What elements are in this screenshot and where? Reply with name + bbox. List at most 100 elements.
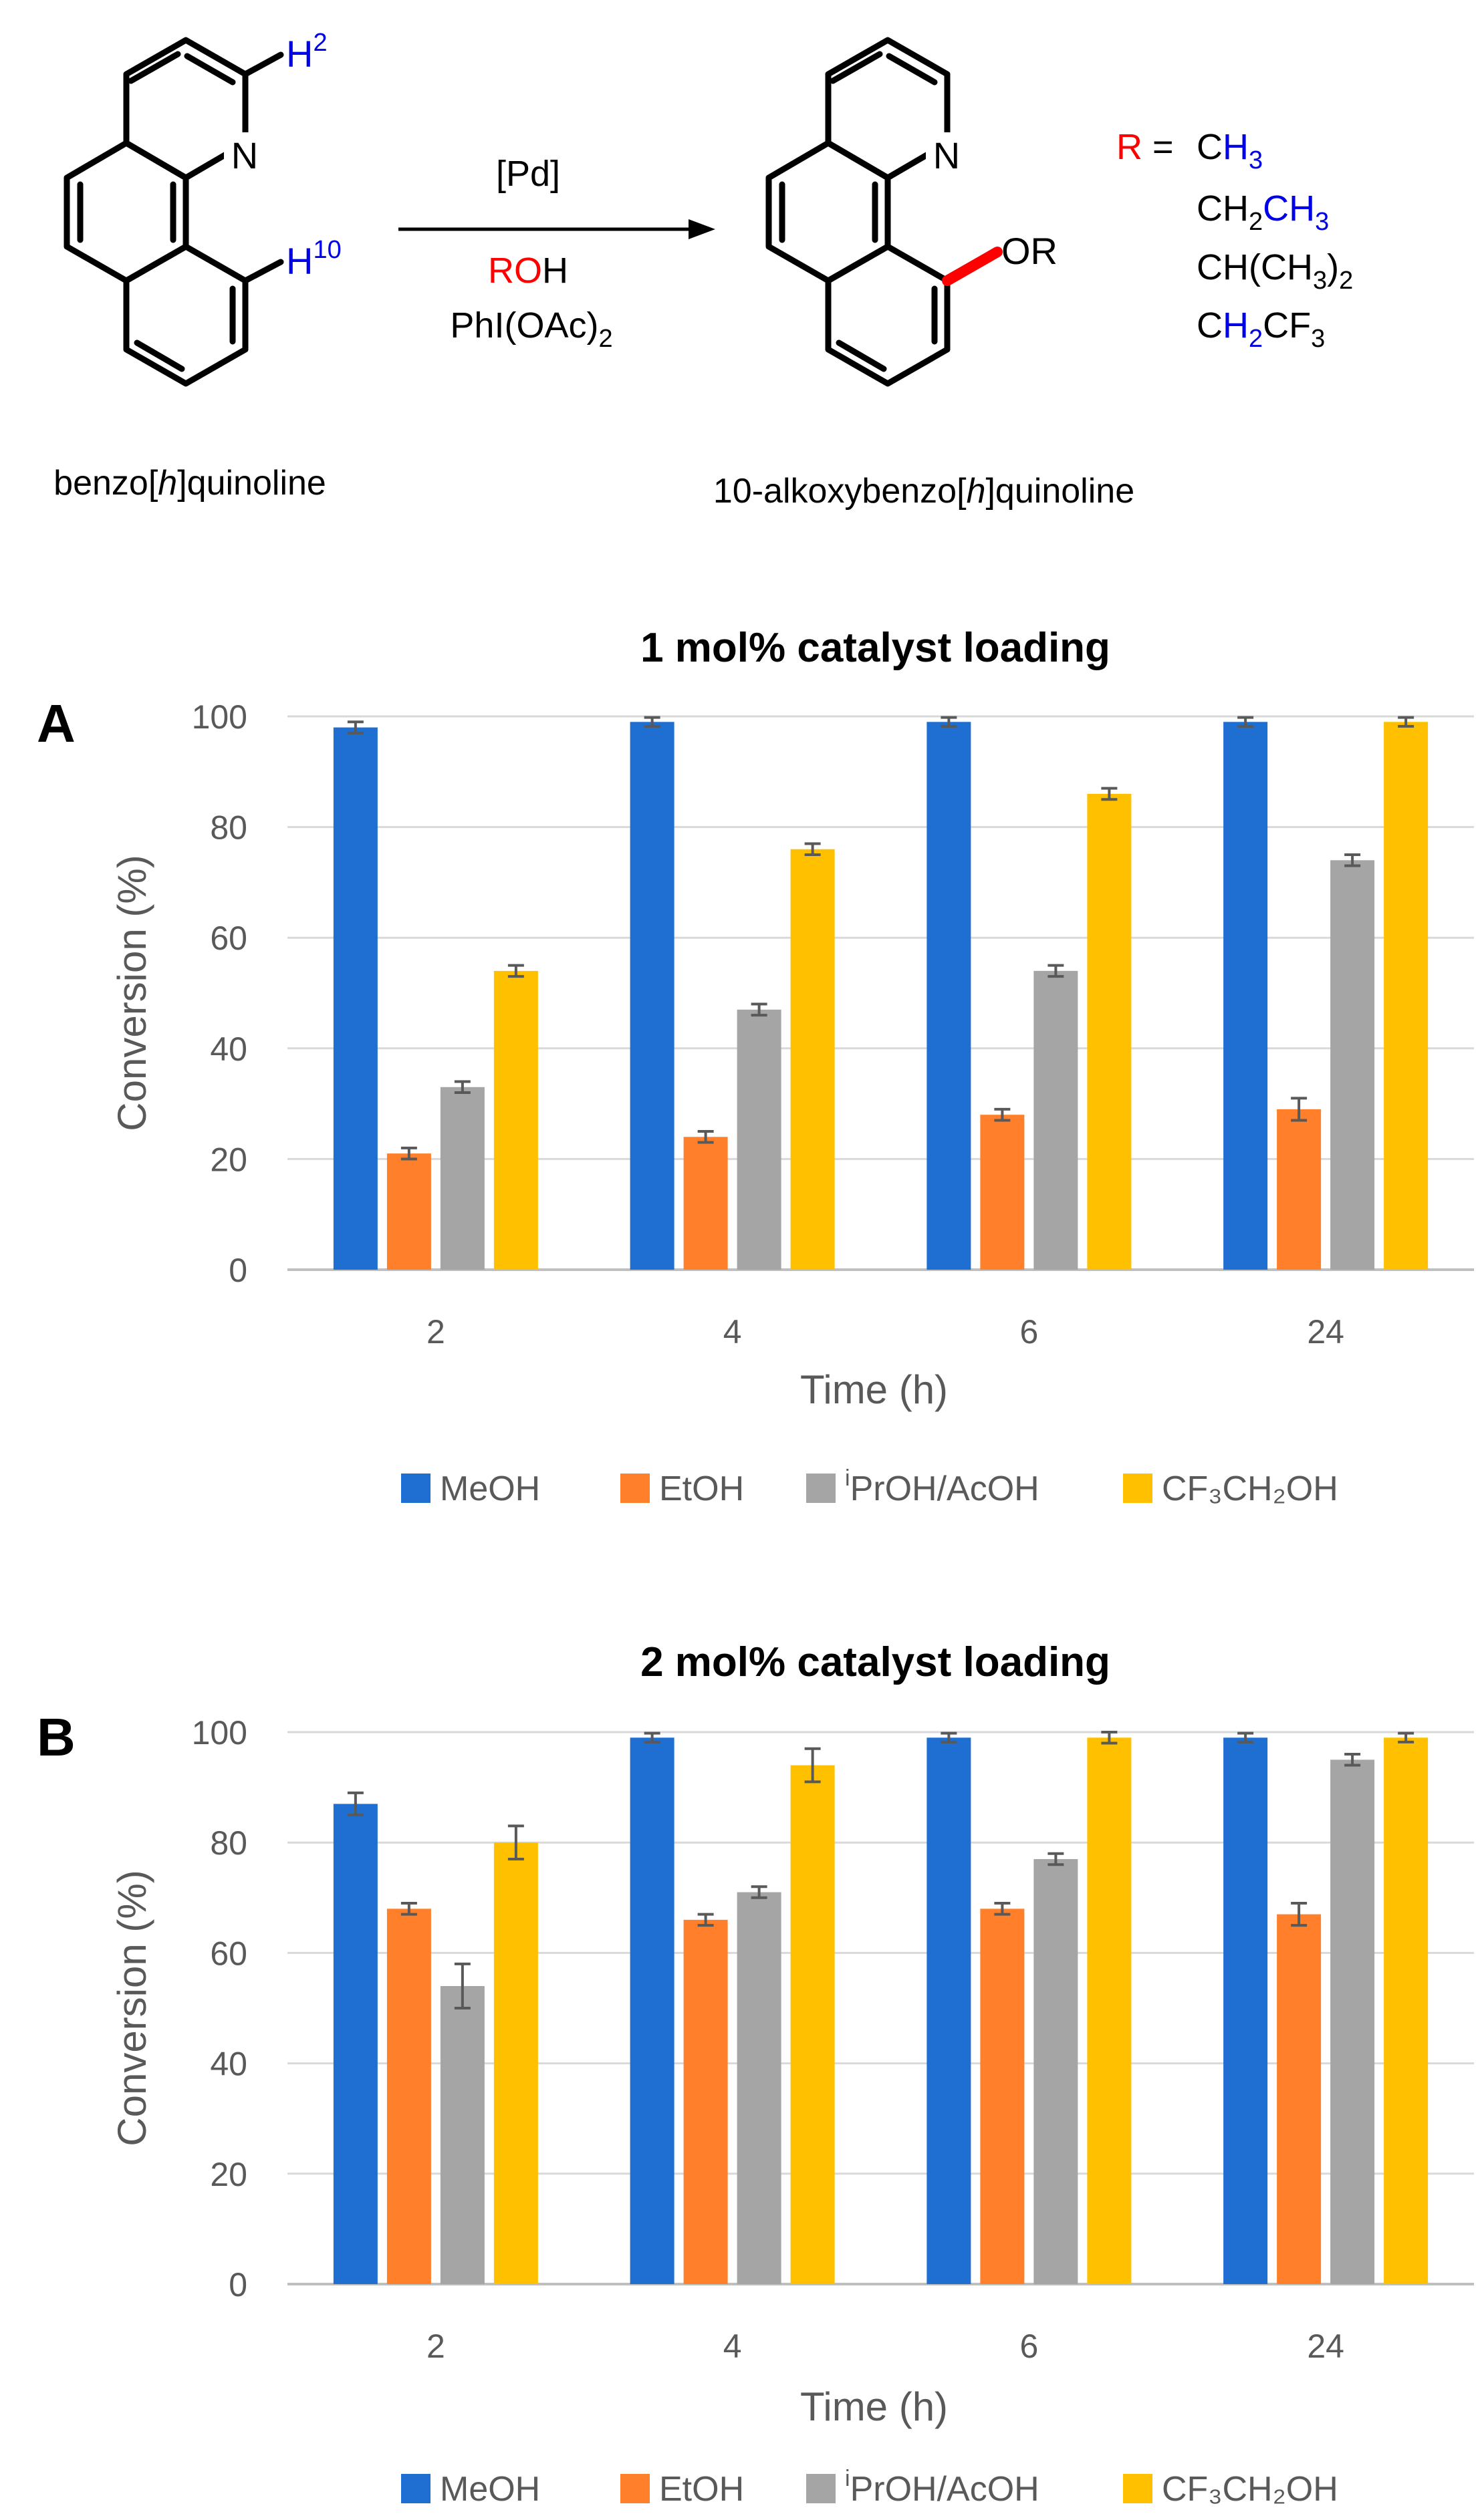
h10-label: H10 — [286, 236, 342, 282]
legend-label-sup: i — [845, 2466, 850, 2491]
y-tick-label: 60 — [210, 1935, 247, 1972]
r-option-part: CH — [1263, 188, 1315, 229]
x-tick-label: 2 — [426, 2328, 445, 2365]
x-tick-label: 4 — [723, 2328, 742, 2365]
product-name: 10-alkoxybenzo[h]quinoline — [713, 472, 1134, 511]
y-tick-label: 0 — [229, 2266, 247, 2303]
reactant-name: benzo[h]quinoline — [53, 464, 326, 503]
bar — [630, 722, 674, 1270]
bar — [737, 1009, 781, 1270]
x-axis-label: Time (h) — [800, 2384, 948, 2429]
bar — [1223, 1737, 1268, 2284]
bar — [333, 1804, 378, 2284]
y-axis-label: Conversion (%) — [110, 1870, 154, 2146]
bar — [1330, 860, 1375, 1270]
legend-label: CF₃CH₂OH — [1162, 2470, 1338, 2509]
legend-swatch — [1123, 1474, 1152, 1503]
bar — [683, 1137, 728, 1270]
legend-label: CF₃CH₂OH — [1162, 1469, 1338, 1508]
bar — [1033, 1858, 1078, 2284]
r-option-part: H — [1223, 305, 1249, 345]
bar — [790, 849, 835, 1270]
r-option-part: 3 — [1313, 267, 1327, 295]
legend-label-sup: i — [845, 1465, 850, 1491]
legend-label-text: PrOH/AcOH — [850, 2470, 1039, 2509]
r-option-part: H — [1223, 127, 1249, 167]
legend-swatch — [620, 1474, 650, 1503]
legend-label-text: EtOH — [659, 1469, 744, 1508]
bar — [440, 1087, 485, 1270]
bar — [493, 970, 538, 1270]
reactant-n-label: N — [231, 134, 258, 176]
r-option-part: 3 — [1315, 208, 1329, 236]
bar — [386, 1909, 431, 2284]
bar — [1087, 1737, 1132, 2284]
panel-label: A — [37, 694, 76, 753]
legend-label: EtOH — [659, 1469, 744, 1508]
r-option: CH2CH3 — [1197, 188, 1329, 236]
panel-label: B — [37, 1707, 76, 1767]
r-option: CH2CF3 — [1197, 305, 1325, 353]
r-definition-label: R = — [1116, 127, 1184, 167]
r-option-part: 2 — [1339, 267, 1353, 295]
product-n-label: N — [933, 134, 960, 176]
r-option-part: C — [1197, 305, 1223, 345]
y-axis-label: Conversion (%) — [110, 855, 154, 1131]
y-tick-label: 0 — [229, 1252, 247, 1289]
x-tick-label: 4 — [723, 1313, 742, 1351]
bar — [790, 1765, 835, 2284]
bar — [1033, 970, 1078, 1270]
r-option-part: C — [1197, 127, 1223, 167]
y-tick-label: 80 — [210, 1824, 247, 1862]
bar — [927, 1737, 971, 2284]
legend-label: MeOH — [440, 1469, 540, 1508]
y-tick-label: 100 — [192, 698, 247, 736]
r-option-part: 2 — [1249, 208, 1263, 236]
bar — [683, 1919, 728, 2284]
legend-swatch — [401, 1474, 430, 1503]
x-tick-label: 24 — [1307, 1313, 1344, 1351]
bar — [980, 1909, 1025, 2284]
bar — [1384, 1737, 1429, 2284]
r-option-part: CH — [1197, 188, 1249, 229]
r-option-part: 3 — [1311, 325, 1325, 353]
legend-label-text: CF₃CH₂OH — [1162, 2470, 1338, 2509]
bar — [493, 1842, 538, 2284]
legend-label: iPrOH/AcOH — [845, 1465, 1039, 1508]
legend-swatch — [806, 2474, 836, 2503]
chart-title: 1 mol% catalyst loading — [640, 625, 1110, 671]
r-option-part: 2 — [1249, 325, 1263, 353]
x-axis-label: Time (h) — [800, 1367, 948, 1412]
legend-swatch — [620, 2474, 650, 2503]
bar — [333, 727, 378, 1270]
y-tick-label: 20 — [210, 2156, 247, 2193]
h2-label: H2 — [286, 29, 328, 75]
x-tick-label: 6 — [1019, 1313, 1038, 1351]
legend-label-text: EtOH — [659, 2470, 744, 2509]
legend-label: iPrOH/AcOH — [845, 2466, 1039, 2509]
legend-label-text: MeOH — [440, 1469, 540, 1508]
reaction-arrow-head — [689, 219, 715, 239]
bar — [630, 1737, 674, 2284]
catalyst-label: [Pd] — [496, 154, 560, 194]
chart-panel-b: B 2 mol% catalyst loading 0 20 40 60 80 100 Conv… — [37, 1639, 1474, 2509]
r-option: CH3 — [1197, 127, 1263, 174]
y-tick-label: 60 — [210, 920, 247, 957]
bar — [1277, 1914, 1322, 2284]
product-or-label: OR — [1001, 230, 1058, 272]
oxidant-label: PhI(OAc)2 — [450, 305, 612, 353]
c-o-bond — [942, 247, 1003, 286]
y-tick-label: 20 — [210, 1141, 247, 1178]
legend-label: MeOH — [440, 2470, 540, 2509]
legend-label-text: PrOH/AcOH — [850, 1469, 1039, 1508]
x-tick-label: 6 — [1019, 2328, 1038, 2365]
r-option-part: ) — [1327, 247, 1339, 287]
product-structure — [765, 37, 951, 387]
chart-title: 2 mol% catalyst loading — [640, 1639, 1110, 1685]
bar — [1087, 793, 1132, 1270]
bar — [1384, 722, 1429, 1270]
y-tick-label: 80 — [210, 809, 247, 847]
legend-label-text: MeOH — [440, 2470, 540, 2509]
y-tick-label: 40 — [210, 1030, 247, 1068]
